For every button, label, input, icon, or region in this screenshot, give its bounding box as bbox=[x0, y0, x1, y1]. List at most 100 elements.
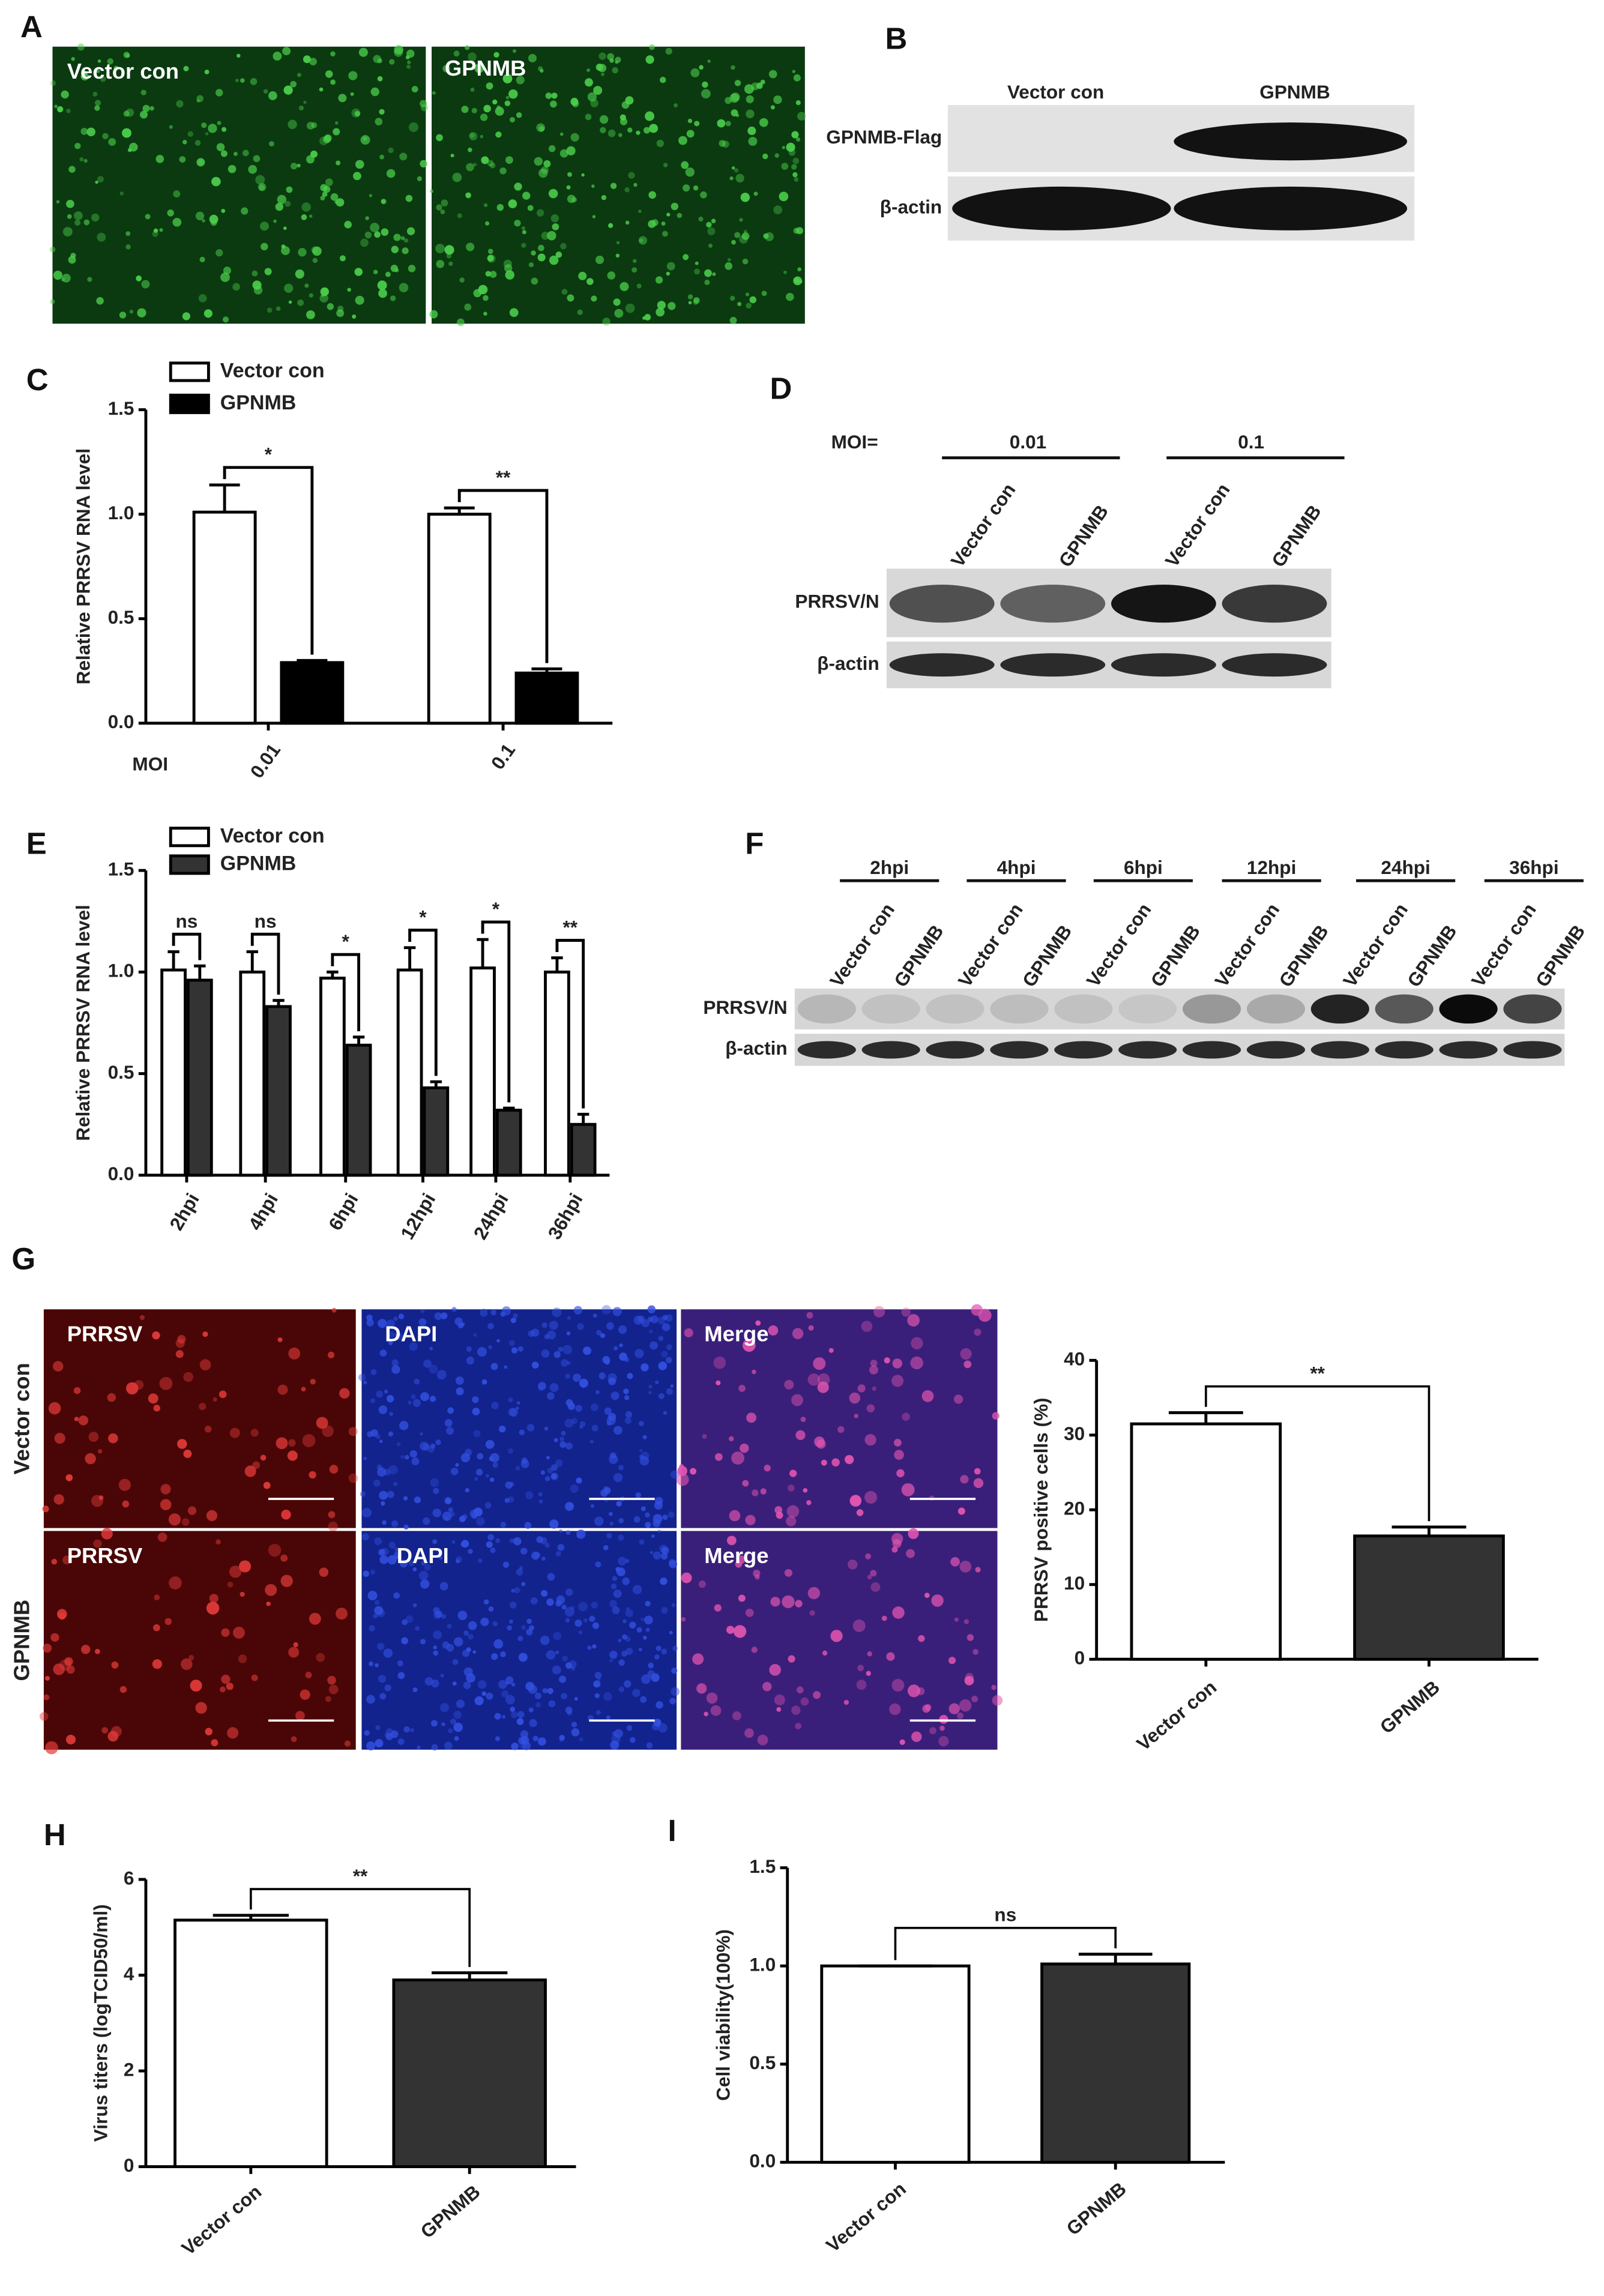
cell-spot bbox=[252, 280, 262, 290]
cell-spot bbox=[351, 108, 361, 118]
cell-spot bbox=[487, 249, 493, 255]
cell-spot bbox=[752, 1369, 756, 1375]
legend-label: Vector con bbox=[220, 824, 325, 847]
image-label: GPNMB bbox=[445, 56, 526, 80]
cell-spot bbox=[421, 1561, 426, 1566]
cell-spot bbox=[481, 1379, 487, 1385]
cell-spot bbox=[565, 1618, 570, 1623]
cell-spot bbox=[508, 1397, 513, 1403]
cell-spot bbox=[591, 1601, 598, 1609]
bar bbox=[319, 977, 346, 1177]
cell-spot bbox=[600, 1333, 606, 1339]
blot-strip bbox=[794, 1034, 1565, 1066]
cell-spot bbox=[517, 1636, 523, 1642]
cell-spot bbox=[526, 1424, 535, 1432]
cell-spot bbox=[647, 1305, 656, 1313]
cell-spot bbox=[169, 125, 173, 129]
cell-spot bbox=[53, 1663, 65, 1675]
cell-spot bbox=[742, 258, 749, 265]
cell-spot bbox=[319, 87, 324, 92]
cell-spot bbox=[660, 1552, 668, 1560]
cell-spot bbox=[492, 1462, 498, 1468]
cell-spot bbox=[540, 1537, 547, 1544]
cell-spot bbox=[461, 1540, 469, 1548]
blot-strip bbox=[794, 988, 1565, 1029]
cell-spot bbox=[816, 1439, 826, 1449]
cell-spot bbox=[698, 1580, 706, 1588]
cell-spot bbox=[126, 1382, 139, 1395]
cell-spot bbox=[599, 115, 609, 124]
x-tick-label: 12hpi bbox=[396, 1189, 439, 1243]
cell-spot bbox=[562, 1656, 568, 1662]
cell-spot bbox=[807, 1586, 820, 1600]
cell-spot bbox=[339, 1388, 350, 1399]
cell-spot bbox=[388, 1541, 396, 1549]
cell-spot bbox=[549, 255, 559, 265]
cell-spot bbox=[136, 275, 142, 282]
cell-spot bbox=[405, 194, 413, 202]
cell-spot bbox=[632, 1585, 642, 1594]
cell-spot bbox=[574, 1697, 578, 1701]
cell-spot bbox=[199, 1402, 207, 1411]
cell-spot bbox=[344, 1740, 351, 1747]
cell-spot bbox=[531, 1551, 540, 1560]
cell-spot bbox=[378, 1549, 385, 1556]
cell-spot bbox=[583, 1618, 588, 1623]
cell-spot bbox=[747, 126, 756, 136]
cell-spot bbox=[400, 1455, 405, 1459]
cell-spot bbox=[886, 1652, 895, 1661]
cell-spot bbox=[280, 1574, 293, 1587]
cell-spot bbox=[453, 1637, 463, 1647]
cell-spot bbox=[769, 1664, 781, 1676]
cell-spot bbox=[54, 104, 58, 109]
cell-spot bbox=[395, 1332, 403, 1340]
blot-band bbox=[1439, 1041, 1498, 1059]
cell-spot bbox=[889, 1703, 901, 1716]
cell-spot bbox=[714, 1453, 723, 1461]
cell-spot bbox=[845, 1454, 854, 1465]
cell-spot bbox=[797, 267, 801, 271]
cell-spot bbox=[516, 1568, 523, 1576]
cell-spot bbox=[208, 124, 217, 133]
cell-spot bbox=[656, 1645, 662, 1651]
cell-spot bbox=[681, 161, 689, 169]
cell-spot bbox=[565, 1399, 573, 1406]
cell-spot bbox=[613, 1589, 622, 1598]
x-tick-label: 2hpi bbox=[165, 1189, 204, 1234]
cell-spot bbox=[216, 89, 223, 97]
row-label: PRRSV/N bbox=[703, 996, 787, 1018]
cell-spot bbox=[704, 269, 712, 277]
cell-spot bbox=[456, 1699, 465, 1708]
cell-spot bbox=[796, 227, 804, 235]
cell-spot bbox=[704, 279, 710, 286]
cell-spot bbox=[408, 122, 418, 132]
cell-spot bbox=[616, 241, 620, 244]
cell-spot bbox=[302, 1434, 316, 1447]
cell-spot bbox=[378, 1405, 388, 1414]
cell-spot bbox=[196, 95, 204, 103]
cell-spot bbox=[684, 1328, 693, 1337]
cell-spot bbox=[954, 1394, 963, 1404]
cell-spot bbox=[544, 1334, 550, 1340]
cell-spot bbox=[922, 1704, 930, 1713]
cell-spot bbox=[473, 1430, 481, 1438]
cell-spot bbox=[866, 1404, 875, 1412]
bar bbox=[1130, 1422, 1282, 1661]
cell-spot bbox=[363, 1381, 367, 1385]
cell-spot bbox=[204, 309, 213, 318]
legend-swatch bbox=[169, 854, 210, 875]
cell-spot bbox=[466, 1346, 472, 1352]
cell-spot bbox=[573, 1306, 583, 1315]
cell-spot bbox=[661, 221, 666, 226]
bar bbox=[265, 1005, 292, 1177]
cell-spot bbox=[160, 1484, 171, 1495]
cell-spot bbox=[896, 1469, 905, 1478]
cell-spot bbox=[275, 202, 284, 211]
cell-spot bbox=[964, 1675, 974, 1686]
cell-spot bbox=[64, 1657, 73, 1666]
cell-spot bbox=[633, 1516, 641, 1523]
cell-spot bbox=[374, 231, 381, 238]
cell-spot bbox=[325, 1696, 331, 1702]
cell-spot bbox=[537, 253, 546, 262]
cell-spot bbox=[238, 1654, 247, 1663]
